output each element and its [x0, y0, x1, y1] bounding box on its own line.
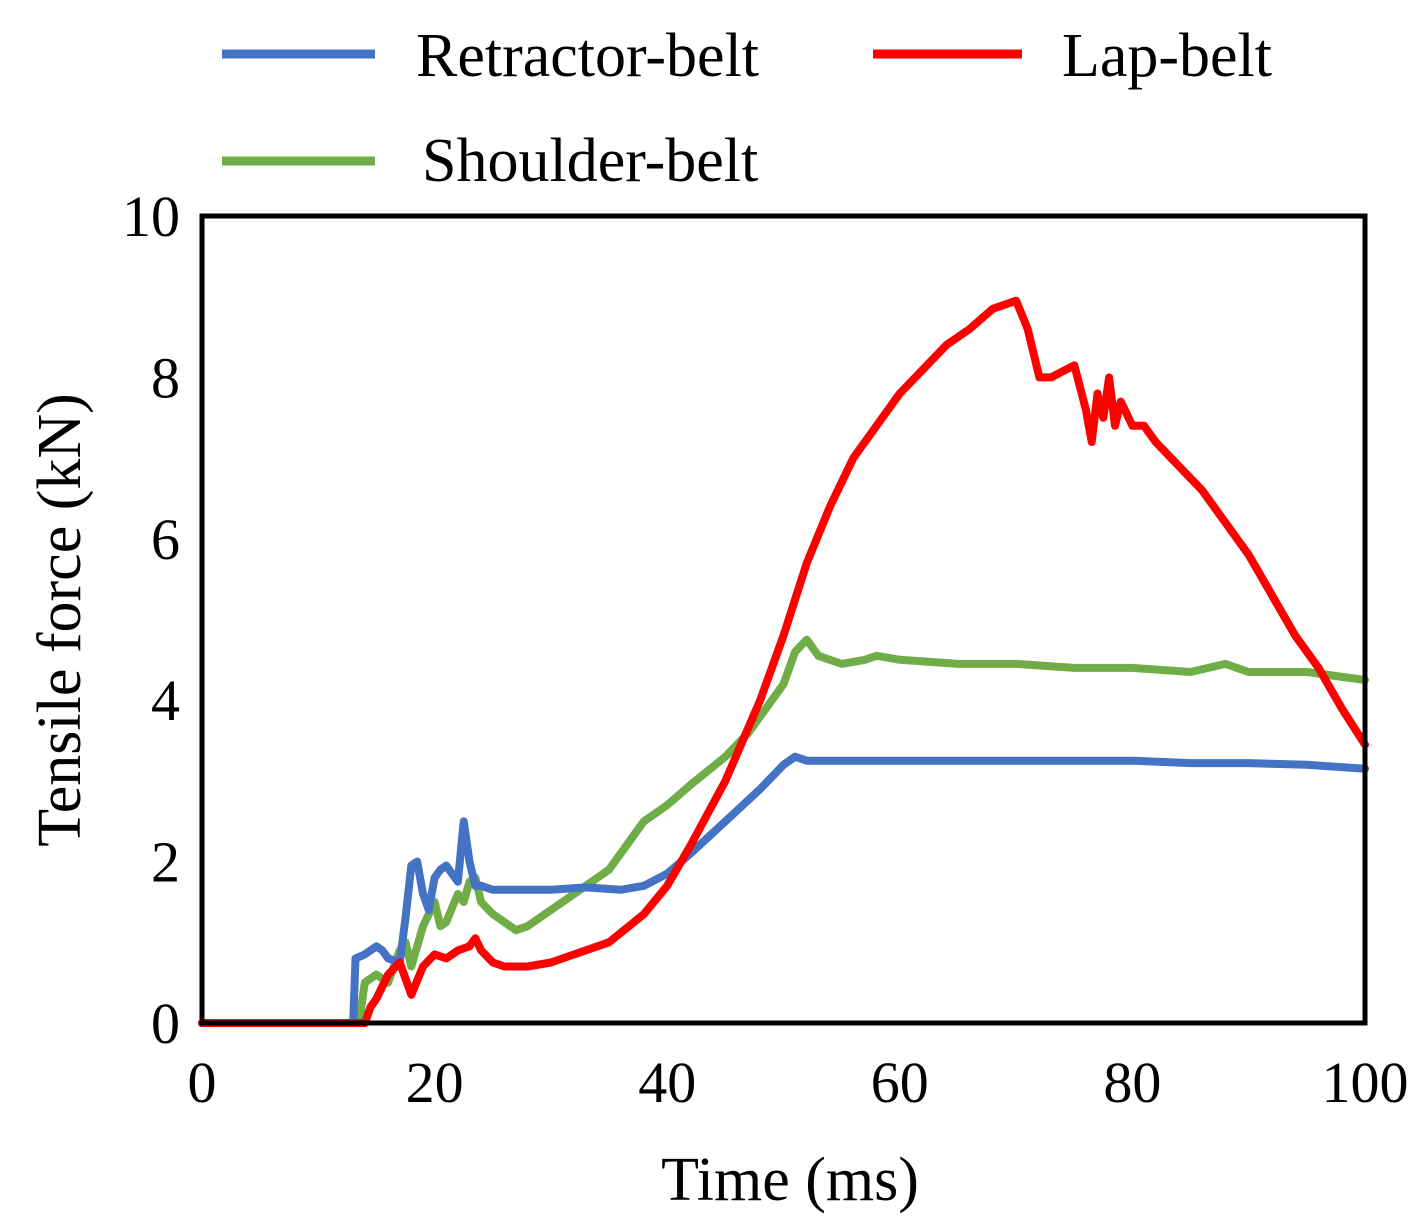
- series-line-retractor-belt: [198, 752, 1369, 1027]
- y-axis-title: Tensile force (kN): [26, 393, 94, 847]
- legend-label-shoulder-belt: Shoulder-belt: [422, 127, 758, 195]
- tick-labels: 0 20 40 60 80 100 0 2 4 6 8 10: [122, 184, 1409, 1115]
- y-tick-label: 2: [151, 830, 180, 895]
- plot-frame: [199, 213, 1368, 1026]
- y-tick-label: 10: [122, 184, 180, 249]
- x-tick-label: 20: [406, 1050, 464, 1115]
- x-tick-label: 40: [638, 1050, 696, 1115]
- x-tick-label: 60: [871, 1050, 929, 1115]
- y-tick-label: 8: [151, 345, 180, 410]
- legend-label-lap-belt: Lap-belt: [1062, 22, 1272, 90]
- y-tick-label: 0: [151, 991, 180, 1056]
- legend-label-retractor-belt: Retractor-belt: [416, 22, 759, 90]
- y-tick-label: 4: [151, 668, 180, 733]
- x-tick-label: 100: [1322, 1050, 1409, 1115]
- x-tick-label: 0: [188, 1050, 217, 1115]
- series-line-lap-belt: [198, 296, 1369, 1027]
- x-tick-label: 80: [1103, 1050, 1161, 1115]
- legend: Retractor-belt Lap-belt Shoulder-belt: [222, 22, 1272, 195]
- y-tick-label: 6: [151, 507, 180, 572]
- series-line-shoulder-belt: [198, 635, 1369, 1027]
- series-lines: [198, 296, 1369, 1027]
- x-axis-title: Time (ms): [661, 1146, 919, 1214]
